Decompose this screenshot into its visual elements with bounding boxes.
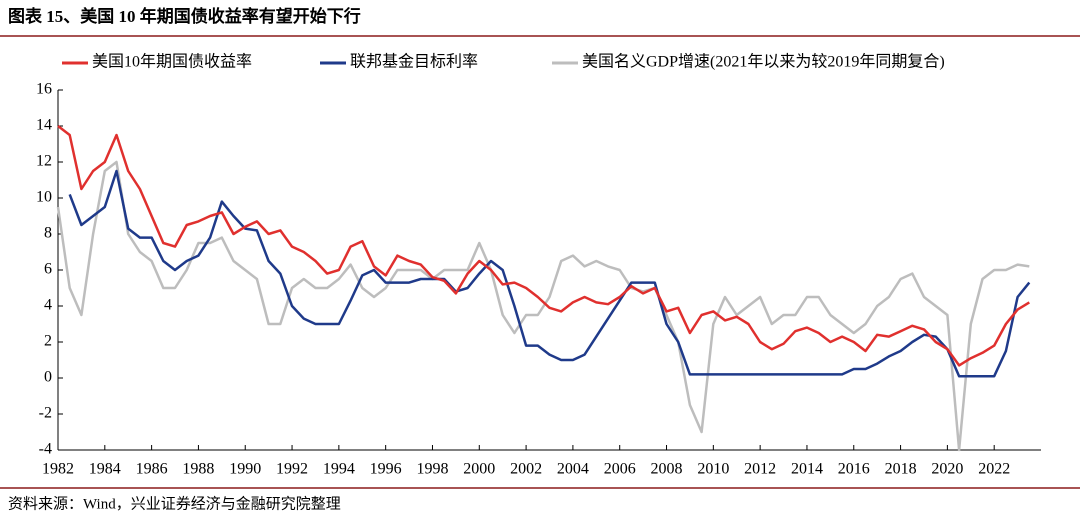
series-line (56, 160, 1030, 452)
x-tick-label: 2004 (557, 461, 589, 478)
x-tick-label: 1982 (42, 461, 74, 478)
x-tick-label: 2014 (791, 461, 823, 478)
x-tick-label: 1986 (136, 461, 168, 478)
x-tick-label: 2016 (838, 461, 870, 478)
y-tick-label: 14 (36, 117, 52, 134)
series-line (68, 169, 1031, 378)
x-tick-label: 2022 (978, 461, 1010, 478)
x-tick-label: 1988 (182, 461, 214, 478)
x-tick-label: 1996 (370, 461, 402, 478)
y-tick-label: 12 (36, 153, 52, 170)
x-tick-label: 1990 (229, 461, 261, 478)
x-tick-label: 2002 (510, 461, 542, 478)
x-tick-label: 2020 (931, 461, 963, 478)
y-tick-label: 8 (44, 225, 52, 242)
x-tick-label: 2000 (463, 461, 495, 478)
y-tick-label: -2 (39, 405, 52, 422)
x-tick-label: 1992 (276, 461, 308, 478)
x-tick-label: 2010 (697, 461, 729, 478)
chart-title: 图表 15、美国 10 年期国债收益率有望开始下行 (8, 6, 361, 26)
legend-label: 美国10年期国债收益率 (92, 53, 252, 71)
y-tick-label: 10 (36, 189, 52, 206)
y-tick-label: 16 (36, 81, 52, 98)
series-line (57, 125, 1030, 367)
y-tick-label: -4 (39, 441, 52, 458)
y-tick-label: 6 (44, 261, 52, 278)
legend-label: 联邦基金目标利率 (350, 53, 478, 71)
legend-label: 美国名义GDP增速(2021年以来为较2019年同期复合) (582, 53, 945, 71)
x-tick-label: 1994 (323, 461, 355, 478)
x-tick-label: 2018 (885, 461, 917, 478)
x-tick-label: 2006 (604, 461, 636, 478)
y-tick-label: 2 (44, 333, 52, 350)
x-tick-label: 1984 (89, 461, 121, 478)
x-tick-label: 2012 (744, 461, 776, 478)
y-tick-label: 0 (44, 369, 52, 386)
x-tick-label: 1998 (416, 461, 448, 478)
y-tick-label: 4 (44, 297, 52, 314)
source-note: 资料来源：Wind，兴业证券经济与金融研究院整理 (8, 494, 341, 512)
x-tick-label: 2008 (651, 461, 683, 478)
